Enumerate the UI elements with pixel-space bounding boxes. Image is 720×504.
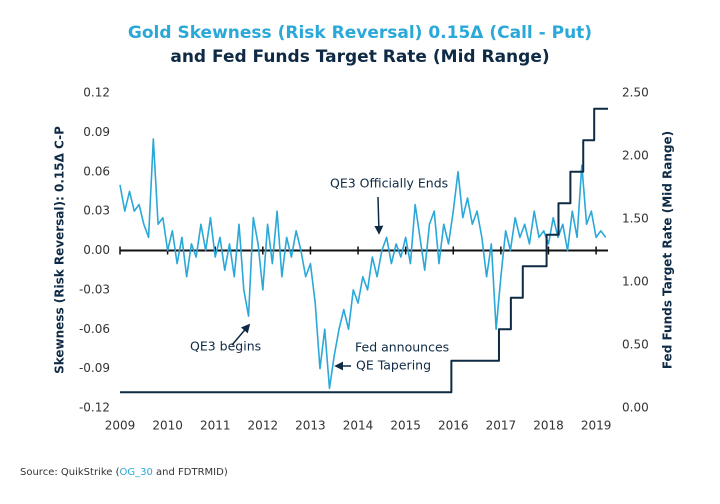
chart-subtitle: and Fed Funds Target Rate (Mid Range) [170, 47, 549, 67]
y-tick-label: 0.12 [83, 86, 110, 100]
y-tick-label: 0.09 [83, 125, 110, 139]
x-tick-label: 2010 [152, 419, 183, 433]
source: Source: QuikStrike (OG_30 and FDTRMID) [20, 467, 228, 478]
annotation-arrow [374, 196, 384, 235]
x-tick-label: 2018 [533, 419, 564, 433]
source-text: and FDTRMID) [153, 467, 228, 478]
y2-tick-label: 0.00 [622, 401, 649, 415]
annotation: QE3 Officially Ends [330, 176, 448, 191]
y-axis-label: Skewness (Risk Reversal): 0.15Δ C-P [53, 126, 67, 374]
skew-line [119, 138, 607, 390]
annotation: QE3 begins [190, 339, 261, 354]
y2-tick-label: 1.00 [622, 275, 649, 289]
y-tick-label: 0.06 [83, 164, 110, 178]
x-tick-label: 2016 [438, 419, 469, 433]
x-tick-label: 2014 [343, 419, 374, 433]
annotation: QE Tapering [356, 358, 431, 373]
x-tick-label: 2019 [581, 419, 612, 433]
y-tick-label: 0.00 [83, 243, 110, 257]
source-link: OG_30 [120, 467, 153, 478]
chart-title: Gold Skewness (Risk Reversal) 0.15Δ (Cal… [128, 23, 592, 43]
annotation: Fed announces [355, 340, 449, 355]
x-tick-label: 2009 [105, 419, 136, 433]
y2-tick-label: 0.50 [622, 338, 649, 352]
x-tick-label: 2015 [390, 419, 421, 433]
y2-tick-label: 1.50 [622, 212, 649, 226]
y2-axis-label: Fed Funds Target Rate (Mid Range) [661, 131, 675, 369]
y2-tick-label: 2.00 [622, 149, 649, 163]
source-text: Source: QuikStrike ( [20, 467, 120, 478]
y-tick-label: -0.12 [79, 401, 110, 415]
y-tick-label: -0.03 [79, 282, 110, 296]
x-tick-label: 2017 [486, 419, 517, 433]
x-tick-label: 2011 [200, 419, 231, 433]
x-tick-label: 2012 [248, 419, 279, 433]
y-tick-label: 0.03 [83, 204, 110, 218]
y-tick-label: -0.06 [79, 322, 110, 336]
y-tick-label: -0.09 [79, 361, 110, 375]
x-tick-label: 2013 [295, 419, 326, 433]
y2-tick-label: 2.50 [622, 86, 649, 100]
rate-line [120, 107, 608, 394]
annotation-arrow [231, 323, 251, 346]
